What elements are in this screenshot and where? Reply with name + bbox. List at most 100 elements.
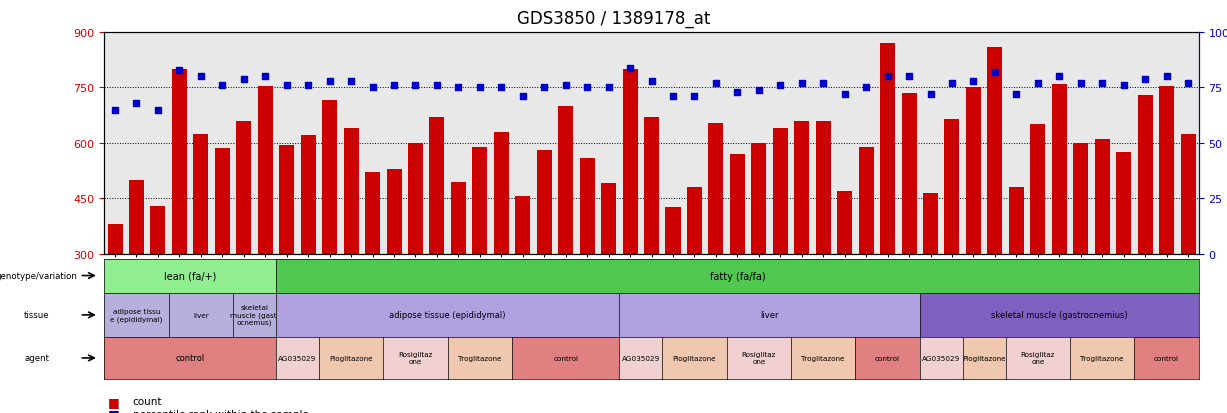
Point	[212, 83, 232, 89]
Point	[341, 78, 361, 85]
Point	[406, 83, 426, 89]
Point	[148, 107, 168, 114]
Text: control: control	[875, 355, 901, 361]
Bar	[601, 184, 616, 254]
Bar	[945, 120, 960, 254]
Bar	[1117, 153, 1131, 254]
Point	[706, 81, 725, 87]
Bar	[923, 193, 937, 254]
Point	[791, 81, 811, 87]
Bar	[1160, 86, 1174, 254]
Text: GDS3850 / 1389178_at: GDS3850 / 1389178_at	[517, 10, 710, 28]
Point	[384, 83, 404, 89]
Bar	[194, 134, 209, 254]
Point	[234, 76, 254, 83]
Bar	[579, 158, 595, 254]
Bar	[730, 154, 745, 254]
Bar	[1074, 143, 1088, 254]
Point	[1049, 74, 1069, 81]
Text: AG035029: AG035029	[622, 355, 660, 361]
Bar	[472, 147, 487, 254]
Bar	[988, 48, 1002, 254]
Text: Pioglitazone: Pioglitazone	[962, 355, 1006, 361]
Bar	[387, 169, 401, 254]
Point	[1028, 81, 1048, 87]
Bar	[108, 225, 123, 254]
Bar	[258, 86, 272, 254]
Bar	[1137, 96, 1152, 254]
Text: liver: liver	[761, 311, 779, 320]
Point	[599, 85, 618, 92]
Point	[834, 92, 854, 98]
Bar	[407, 143, 423, 254]
Bar	[1094, 140, 1109, 254]
Point	[427, 83, 447, 89]
Point	[556, 83, 575, 89]
Text: tissue: tissue	[23, 311, 49, 320]
Text: adipose tissu
e (epididymal): adipose tissu e (epididymal)	[110, 309, 163, 322]
Text: skeletal
muscle (gastr
ocnemus): skeletal muscle (gastr ocnemus)	[229, 305, 280, 325]
Bar	[902, 94, 917, 254]
Text: Troglitazone: Troglitazone	[801, 355, 845, 361]
Bar	[237, 121, 252, 254]
Bar	[536, 151, 552, 254]
Bar	[129, 180, 144, 254]
Point	[642, 78, 661, 85]
Bar	[794, 121, 810, 254]
Bar	[344, 129, 358, 254]
Text: ■: ■	[108, 407, 120, 413]
Bar	[837, 191, 853, 254]
Bar	[172, 70, 187, 254]
Bar	[280, 145, 294, 254]
Point	[169, 67, 189, 74]
Bar	[644, 118, 659, 254]
Text: AG035029: AG035029	[923, 355, 961, 361]
Point	[899, 74, 919, 81]
Text: fatty (fa/fa): fatty (fa/fa)	[709, 271, 766, 281]
Bar	[366, 173, 380, 254]
Text: adipose tissue (epididymal): adipose tissue (epididymal)	[389, 311, 506, 320]
Point	[1157, 74, 1177, 81]
Point	[1114, 83, 1134, 89]
Bar	[215, 149, 229, 254]
Point	[685, 94, 704, 100]
Text: Pioglitazone: Pioglitazone	[329, 355, 373, 361]
Bar	[816, 121, 831, 254]
Bar	[1009, 188, 1023, 254]
Point	[1135, 76, 1155, 83]
Point	[856, 85, 876, 92]
Point	[1178, 81, 1198, 87]
Text: Pioglitazone: Pioglitazone	[672, 355, 717, 361]
Point	[748, 87, 768, 94]
Bar	[1031, 125, 1045, 254]
Point	[298, 83, 318, 89]
Text: Rosiglitaz
one: Rosiglitaz one	[741, 351, 775, 365]
Point	[492, 85, 512, 92]
Point	[1092, 81, 1112, 87]
Point	[1006, 92, 1026, 98]
Text: Troglitazone: Troglitazone	[458, 355, 502, 361]
Point	[470, 85, 490, 92]
Text: control: control	[553, 355, 578, 361]
Point	[191, 74, 211, 81]
Text: agent: agent	[25, 354, 49, 363]
Point	[985, 69, 1005, 76]
Point	[814, 81, 833, 87]
Bar	[687, 188, 702, 254]
Text: genotype/variation: genotype/variation	[0, 271, 77, 280]
Bar	[301, 136, 315, 254]
Point	[449, 85, 469, 92]
Bar	[665, 208, 681, 254]
Bar	[880, 44, 896, 254]
Point	[942, 81, 962, 87]
Bar	[429, 118, 444, 254]
Bar	[558, 107, 573, 254]
Point	[106, 107, 125, 114]
Bar	[708, 123, 724, 254]
Point	[728, 89, 747, 96]
Point	[920, 92, 940, 98]
Point	[255, 74, 275, 81]
Bar	[450, 182, 466, 254]
Point	[621, 65, 640, 72]
Point	[1071, 81, 1091, 87]
